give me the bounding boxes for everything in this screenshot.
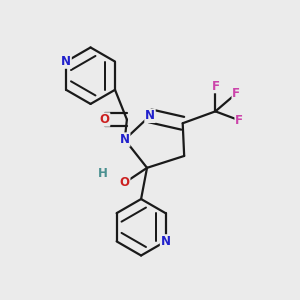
Text: O: O (100, 113, 110, 126)
Text: F: F (235, 114, 243, 127)
Text: F: F (232, 87, 240, 100)
Text: N: N (160, 235, 170, 248)
Text: O: O (120, 176, 130, 189)
Text: N: N (120, 133, 130, 146)
Text: N: N (145, 109, 155, 122)
Text: H: H (98, 167, 107, 180)
Text: F: F (212, 80, 219, 93)
Text: N: N (61, 55, 71, 68)
